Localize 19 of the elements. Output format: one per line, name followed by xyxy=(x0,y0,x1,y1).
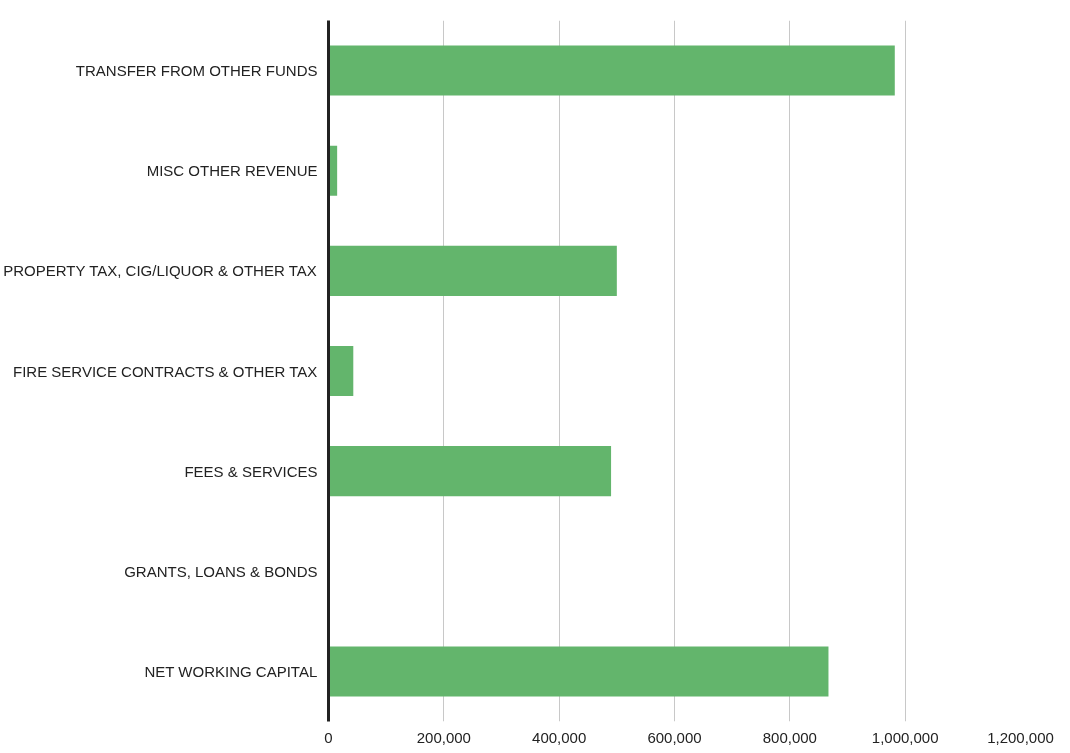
bar xyxy=(328,245,617,296)
y-tick-label: TRANSFER FROM OTHER FUNDS xyxy=(75,62,318,80)
y-tick-label: FIRE SERVICE CONTRACTS & OTHER TAX xyxy=(13,362,318,380)
bar xyxy=(328,446,612,497)
x-tick-label: 0 xyxy=(324,728,333,746)
x-tick-label: 200,000 xyxy=(416,728,471,746)
y-tick-label: MISC OTHER REVENUE xyxy=(146,162,318,180)
y-tick-label: GRANTS, LOANS & BONDS xyxy=(124,562,318,580)
x-tick-label: 600,000 xyxy=(647,728,702,746)
bar xyxy=(328,646,829,697)
y-tick-label: FEES & SERVICES xyxy=(184,462,318,480)
bar xyxy=(328,45,895,96)
bar xyxy=(328,345,354,397)
x-tick-label: 1,200,000 xyxy=(987,728,1054,746)
x-tick-label: 1,000,000 xyxy=(871,728,939,746)
x-tick-label: 800,000 xyxy=(762,728,817,746)
y-tick-label: NET WORKING CAPITAL xyxy=(144,662,318,680)
x-tick-label: 400,000 xyxy=(532,728,587,746)
y-tick-label: PROPERTY TAX, CIG/LIQUOR & OTHER TAX xyxy=(3,262,317,280)
